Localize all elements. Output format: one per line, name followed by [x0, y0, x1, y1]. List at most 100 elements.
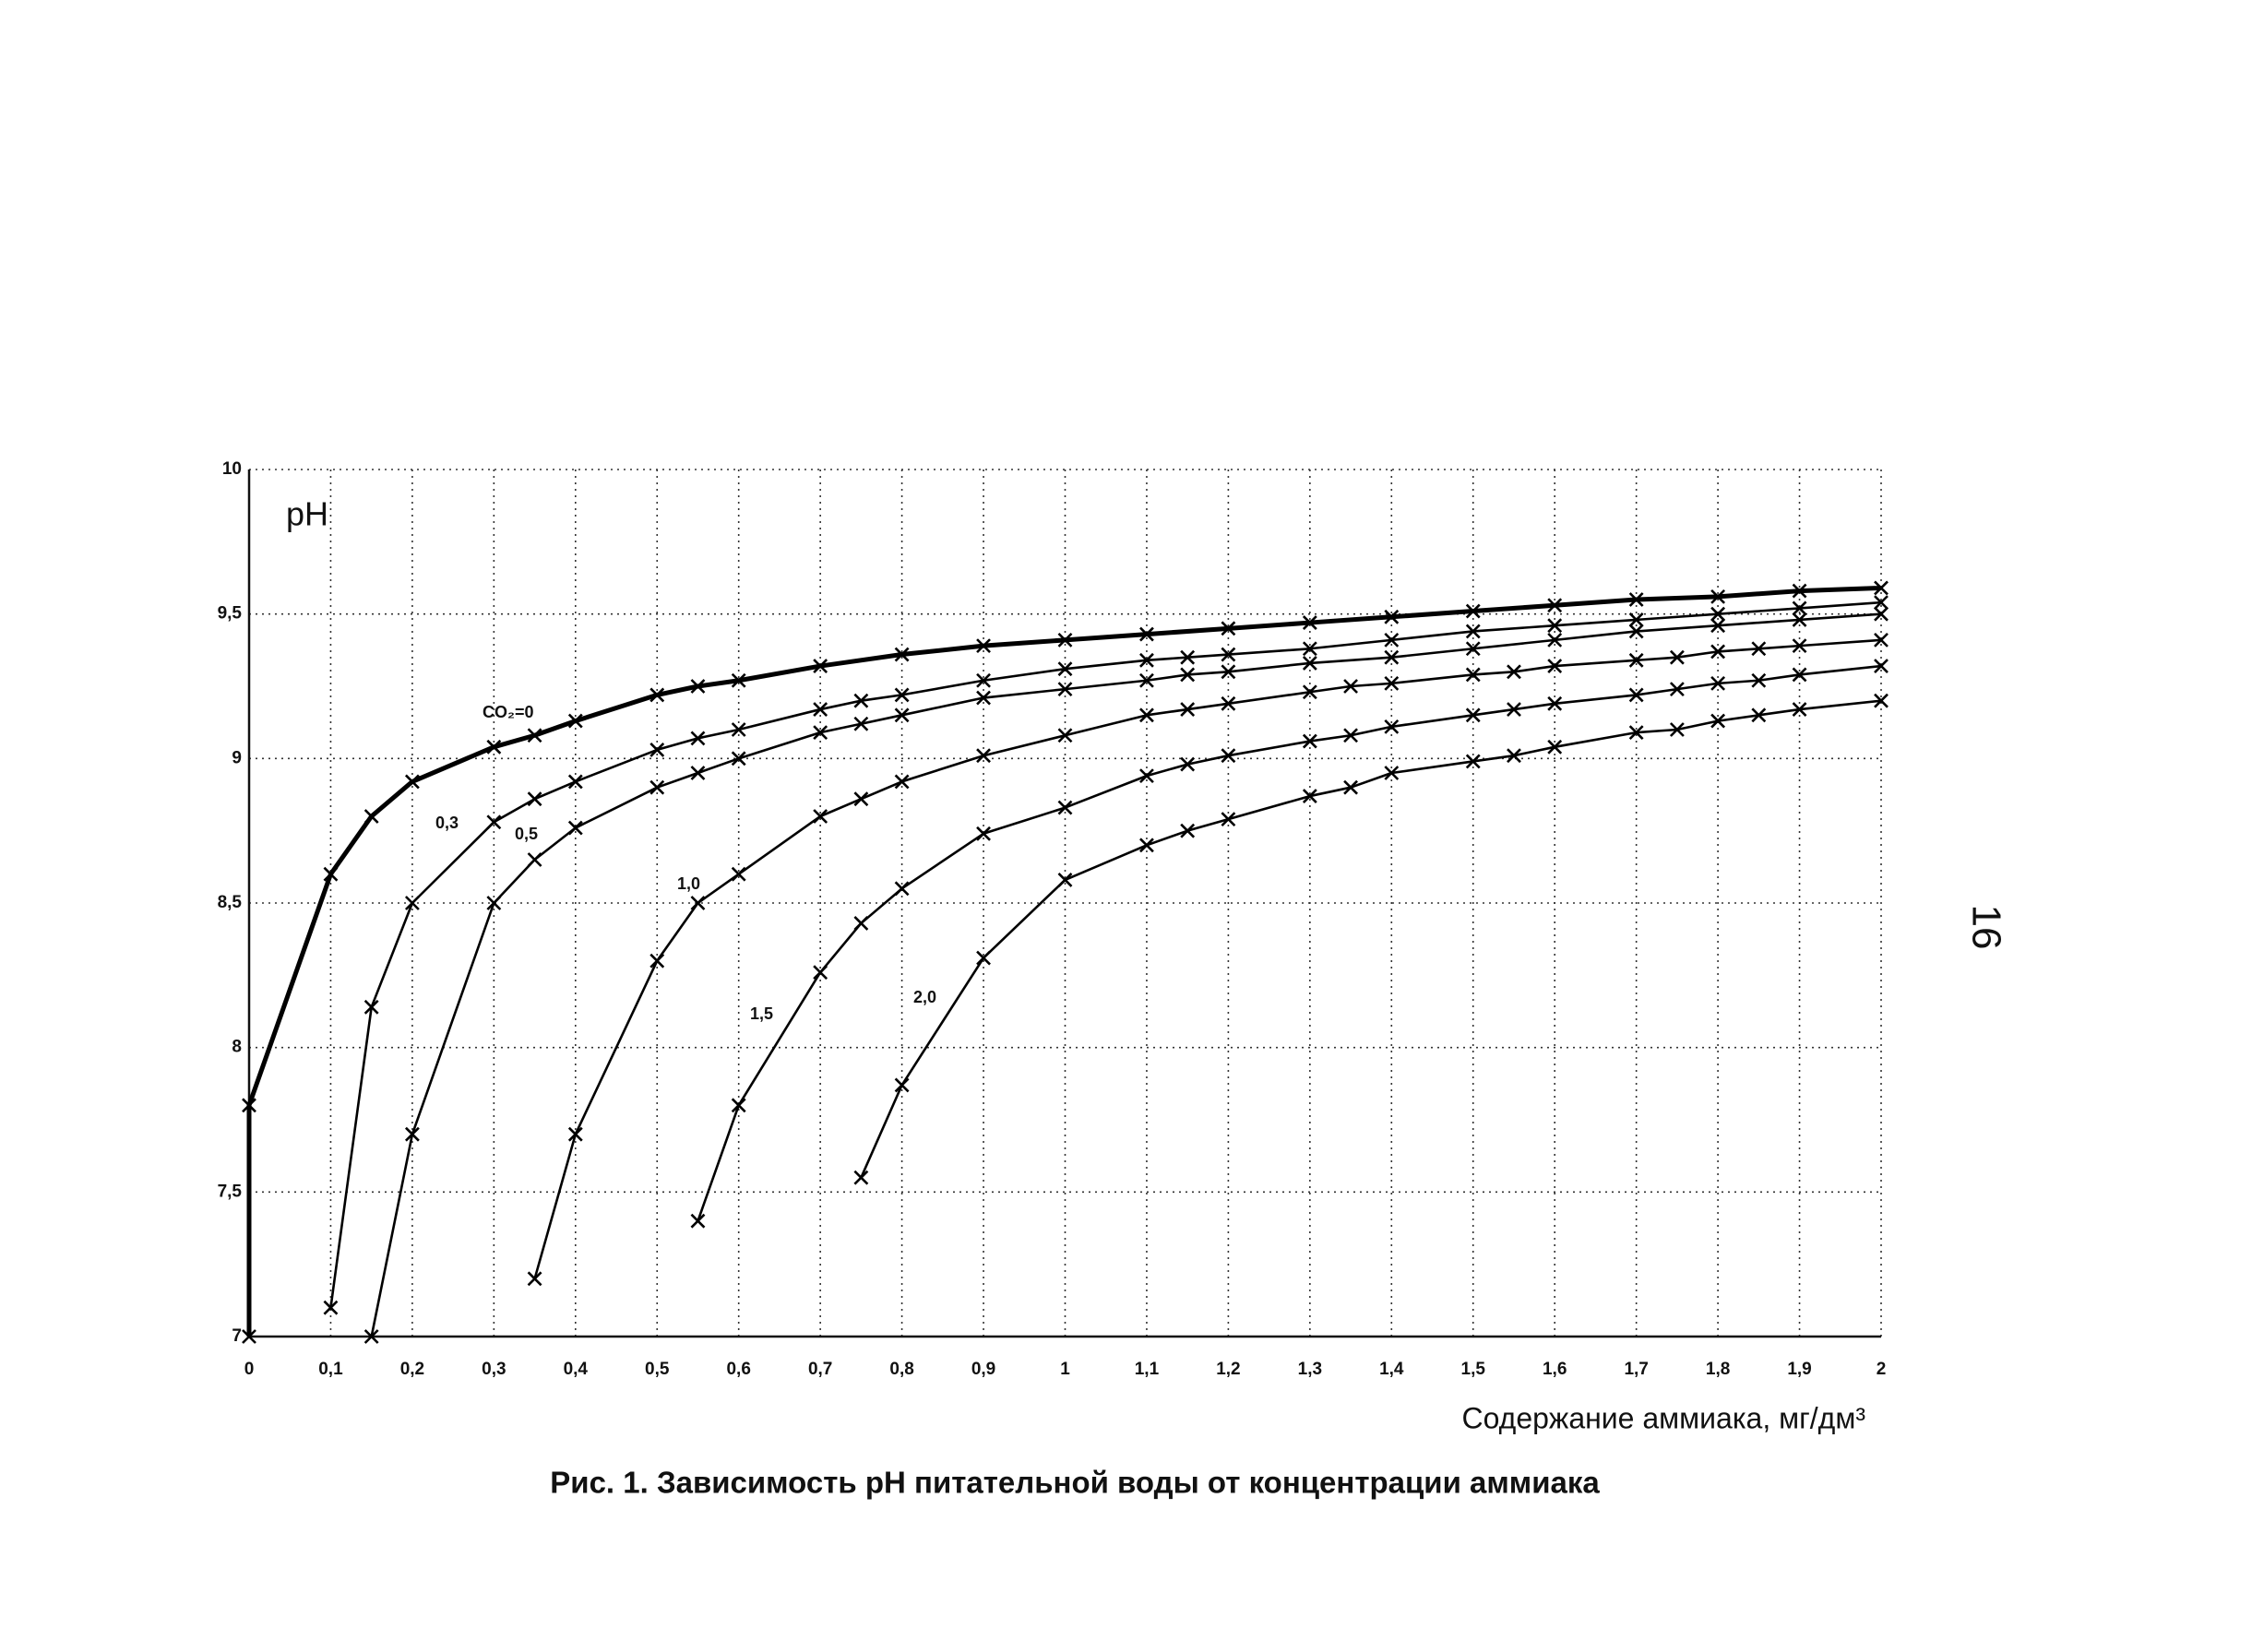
marker	[853, 693, 869, 708]
marker	[731, 722, 746, 737]
marker	[813, 809, 828, 824]
marker	[1221, 647, 1236, 662]
marker	[1792, 612, 1807, 627]
marker	[1465, 667, 1481, 683]
marker	[1507, 664, 1521, 680]
marker	[1139, 652, 1154, 668]
marker	[323, 1300, 339, 1315]
marker	[1547, 598, 1563, 613]
marker	[1465, 754, 1481, 769]
marker	[1057, 632, 1073, 648]
marker	[690, 731, 706, 746]
y-tick-label: 10	[222, 459, 242, 479]
x-tick-label: 2	[1877, 1360, 1887, 1379]
marker	[1384, 609, 1400, 624]
marker	[1547, 695, 1563, 711]
marker	[894, 707, 910, 723]
marker	[242, 1329, 256, 1344]
marker	[1221, 748, 1236, 764]
marker	[690, 896, 706, 910]
marker	[731, 672, 746, 688]
marker	[1874, 659, 1889, 673]
marker	[1221, 812, 1236, 827]
marker	[976, 748, 991, 764]
marker	[1792, 667, 1807, 683]
marker	[242, 1098, 256, 1113]
marker	[976, 950, 991, 966]
marker	[1139, 626, 1154, 642]
marker	[1180, 667, 1196, 683]
marker	[1302, 789, 1317, 803]
y-tick-label: 8	[232, 1038, 242, 1057]
marker	[567, 774, 583, 790]
marker	[1710, 644, 1726, 660]
marker	[1628, 687, 1644, 703]
marker	[649, 953, 665, 969]
marker	[1710, 713, 1726, 729]
x-tick-label: 1,6	[1543, 1360, 1567, 1379]
marker	[1465, 641, 1481, 657]
marker	[1139, 707, 1154, 723]
marker	[690, 1213, 706, 1229]
marker	[323, 866, 339, 882]
marker	[1874, 580, 1889, 596]
marker	[690, 766, 706, 780]
x-tick-label: 0,8	[889, 1360, 913, 1379]
series-label: CO₂=0	[483, 703, 534, 721]
marker	[1628, 624, 1644, 639]
marker	[1302, 656, 1317, 671]
series-label: 0,3	[435, 814, 459, 832]
marker	[486, 814, 502, 830]
x-tick-label: 1,7	[1624, 1360, 1648, 1379]
marker	[1139, 768, 1154, 784]
marker	[1221, 664, 1236, 680]
marker	[1792, 583, 1807, 599]
series-line	[533, 638, 1882, 1279]
marker	[1710, 606, 1726, 622]
marker	[894, 881, 910, 897]
marker	[1384, 719, 1400, 734]
marker	[1221, 695, 1236, 711]
marker	[486, 896, 502, 910]
marker	[1628, 725, 1644, 741]
marker	[1710, 675, 1726, 691]
marker	[527, 791, 542, 807]
marker	[1874, 693, 1889, 708]
marker	[731, 866, 746, 882]
marker	[1751, 641, 1767, 657]
marker	[1302, 733, 1317, 749]
x-tick-label: 1,3	[1298, 1360, 1322, 1379]
marker	[1180, 649, 1196, 665]
y-axis-label: pH	[286, 495, 328, 533]
y-tick-label: 7	[232, 1326, 242, 1346]
marker	[1751, 707, 1767, 723]
x-tick-label: 1,2	[1216, 1360, 1240, 1379]
marker	[813, 659, 828, 673]
marker	[1874, 595, 1889, 611]
marker	[894, 687, 910, 703]
marker	[1874, 632, 1889, 648]
marker	[853, 916, 869, 931]
marker	[1547, 659, 1563, 673]
marker	[1507, 702, 1521, 717]
marker	[813, 725, 828, 741]
marker	[690, 679, 706, 694]
marker	[1180, 702, 1196, 717]
x-tick-label: 0	[244, 1360, 255, 1379]
marker	[363, 1329, 379, 1344]
x-tick-label: 0,6	[726, 1360, 750, 1379]
marker	[1180, 823, 1196, 838]
x-tick-label: 0,4	[564, 1360, 589, 1379]
marker	[1180, 756, 1196, 772]
series-line	[246, 585, 1882, 1337]
marker	[1507, 748, 1521, 764]
marker	[1057, 661, 1073, 677]
marker	[649, 743, 665, 757]
marker	[976, 826, 991, 841]
marker	[1669, 722, 1685, 737]
marker	[976, 690, 991, 706]
marker	[1669, 682, 1685, 697]
marker	[1384, 675, 1400, 691]
